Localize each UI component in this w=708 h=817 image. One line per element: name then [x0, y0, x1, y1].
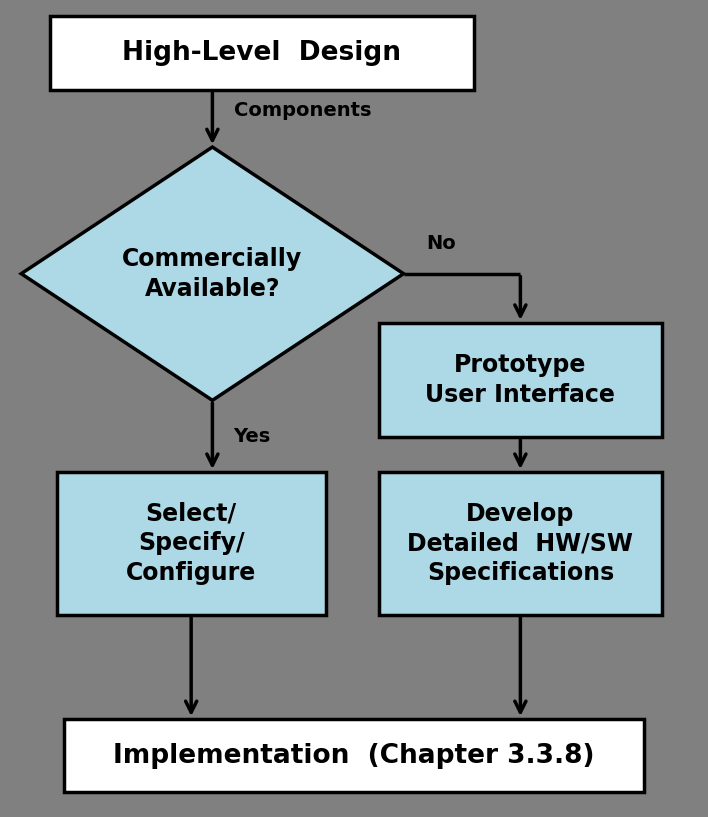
FancyBboxPatch shape [57, 472, 326, 614]
Text: Develop
Detailed  HW/SW
Specifications: Develop Detailed HW/SW Specifications [407, 502, 634, 585]
Text: High-Level  Design: High-Level Design [122, 40, 401, 66]
Text: Commercially
Available?: Commercially Available? [122, 247, 302, 301]
FancyBboxPatch shape [50, 16, 474, 90]
Text: Yes: Yes [234, 426, 271, 445]
Text: No: No [426, 234, 456, 253]
Text: Implementation  (Chapter 3.3.8): Implementation (Chapter 3.3.8) [113, 743, 595, 769]
FancyBboxPatch shape [379, 472, 662, 614]
Polygon shape [21, 147, 404, 400]
FancyBboxPatch shape [379, 323, 662, 437]
Text: Components: Components [234, 100, 371, 120]
Text: Select/
Specify/
Configure: Select/ Specify/ Configure [126, 502, 256, 585]
Text: Prototype
User Interface: Prototype User Interface [426, 353, 615, 407]
FancyBboxPatch shape [64, 719, 644, 792]
